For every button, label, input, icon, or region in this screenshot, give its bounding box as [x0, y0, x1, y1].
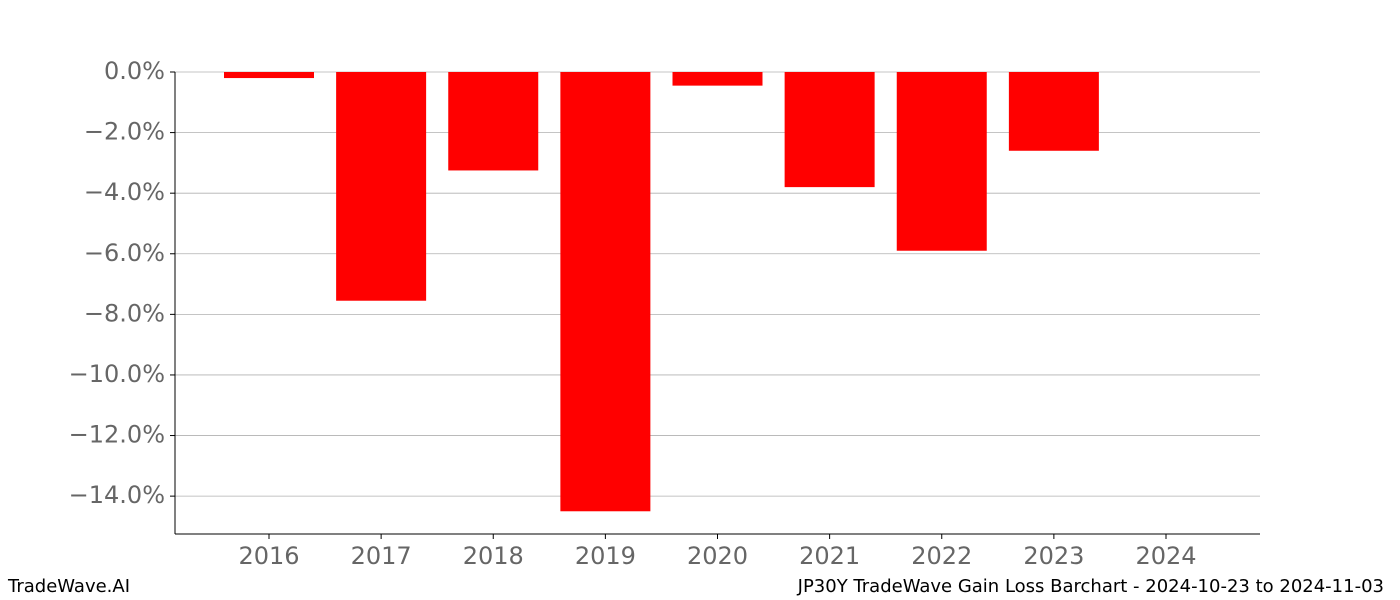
y-tick-label: −4.0%	[84, 178, 165, 206]
x-tick-label: 2016	[238, 542, 299, 570]
y-tick-label: −6.0%	[84, 239, 165, 267]
bar	[1008, 72, 1099, 151]
bar	[224, 72, 314, 79]
bar	[784, 72, 875, 188]
chart-title: JP30Y TradeWave Gain Loss Barchart - 202…	[797, 576, 1384, 597]
y-tick-label: −14.0%	[69, 481, 165, 509]
x-tick-label: 2020	[687, 542, 748, 570]
x-tick-label: 2019	[575, 542, 636, 570]
bar	[560, 72, 651, 512]
y-tick-label: 0.0%	[104, 57, 165, 85]
bar	[448, 72, 539, 171]
watermark: TradeWave.AI	[7, 576, 130, 597]
bar	[896, 72, 987, 251]
y-tick-label: −8.0%	[84, 299, 165, 327]
y-tick-label: −12.0%	[69, 421, 165, 449]
bar	[336, 72, 427, 301]
x-tick-label: 2024	[1135, 542, 1196, 570]
x-tick-label: 2017	[351, 542, 412, 570]
x-tick-label: 2023	[1023, 542, 1084, 570]
x-tick-label: 2021	[799, 542, 860, 570]
y-tick-label: −2.0%	[84, 118, 165, 146]
y-tick-label: −10.0%	[69, 360, 165, 388]
bar	[672, 72, 763, 86]
x-tick-label: 2022	[911, 542, 972, 570]
x-tick-label: 2018	[463, 542, 524, 570]
